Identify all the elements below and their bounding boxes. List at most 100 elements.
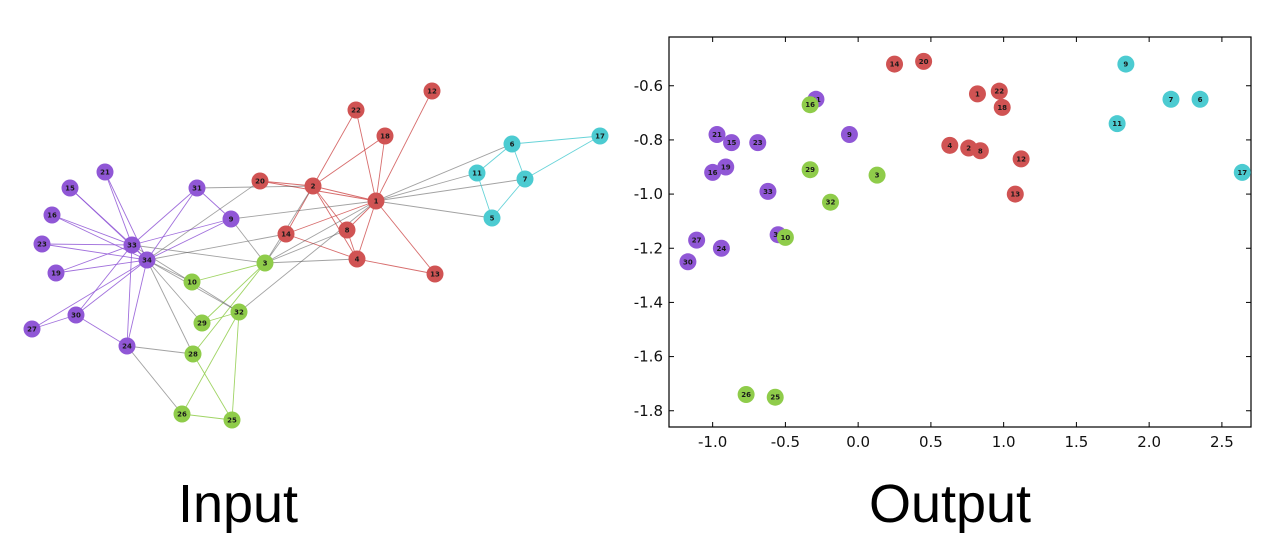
graph-edge-19-34 (55, 259, 148, 274)
scatter-point-17: 17 (1233, 163, 1251, 181)
scatter-point-27: 27 (688, 231, 706, 249)
graph-edge-1-9 (230, 200, 377, 220)
scatter-point-marker (717, 158, 735, 176)
scatter-point-marker (737, 386, 755, 403)
graph-node-label: 24 (122, 343, 132, 351)
graph-node-24: 24 (118, 337, 136, 355)
scatter-point-26: 26 (737, 386, 755, 403)
scatter-point-33: 33 (759, 182, 777, 200)
graph-node-label: 3 (263, 260, 268, 268)
graph-node-33: 33 (123, 236, 141, 254)
scatter-point-label: 18 (997, 104, 1007, 112)
graph-node-5: 5 (483, 209, 501, 227)
x-tick-label: -0.5 (771, 433, 800, 451)
graph-edge-2-8 (312, 185, 348, 231)
scatter-point-15: 15 (723, 134, 741, 152)
y-tick-label: -1.8 (634, 402, 663, 420)
graph-node-26: 26 (173, 405, 191, 423)
graph-node-3: 3 (256, 254, 274, 272)
scatter-point-label: 1 (975, 90, 980, 98)
graph-node-17: 17 (591, 127, 609, 145)
graph-edge-4-13 (356, 258, 436, 275)
graph-node-marker (304, 177, 322, 195)
graph-edge-1-6 (375, 143, 513, 202)
graph-edge-9-34 (146, 218, 232, 261)
graph-edge-2-22 (312, 109, 357, 187)
scatter-point-label: 14 (890, 61, 900, 69)
graph-edge-1-2 (312, 185, 377, 202)
graph-node-label: 5 (490, 215, 495, 223)
graph-node-6: 6 (503, 135, 521, 153)
graph-edge-28-34 (146, 259, 194, 355)
graph-node-marker (277, 225, 295, 243)
graph-node-label: 32 (234, 309, 244, 317)
graph-node-marker (47, 264, 65, 282)
graph-edge-2-3 (264, 185, 314, 264)
scatter-point-10: 10 (776, 228, 794, 246)
graph-node-marker (516, 170, 534, 188)
scatter-point-marker (840, 126, 858, 143)
graph-node-16: 16 (43, 206, 61, 224)
scatter-point-marker (723, 134, 741, 152)
scatter-point-16: 16 (704, 163, 722, 181)
scatter-point-18: 18 (993, 98, 1011, 116)
graph-node-marker (173, 405, 191, 423)
graph-node-label: 20 (255, 178, 265, 186)
scatter-point-label: 30 (683, 258, 693, 266)
graph-node-label: 16 (47, 212, 57, 220)
scatter-plot: -1.0 -0.5 0.0 0.5 1.0 1.5 2.0 2.5 -0.6 -0.8 -1.0 -1… (634, 36, 1252, 451)
graph-node-15: 15 (61, 179, 79, 197)
graph-edge-2-20 (259, 180, 314, 187)
graph-node-marker (426, 265, 444, 283)
graph-edge-31-34 (146, 187, 198, 261)
graph-edge-2-18 (312, 135, 386, 187)
graph-node-marker (138, 251, 156, 269)
graph-edge-1-18 (375, 135, 386, 202)
graph-node-9: 9 (222, 210, 240, 228)
graph-node-label: 4 (355, 256, 360, 264)
graph-edge-24-26 (126, 345, 183, 415)
graph-node-12: 12 (423, 82, 441, 100)
graph-node-label: 29 (197, 320, 207, 328)
graph-node-marker (423, 82, 441, 100)
scatter-point-marker (749, 134, 767, 152)
graph-edge-25-28 (192, 353, 233, 421)
graph-node-31: 31 (188, 179, 206, 197)
graph-edge-27-34 (31, 259, 148, 330)
graph-edge-3-33 (131, 244, 266, 264)
y-tick-label: -0.8 (634, 131, 663, 149)
graph-node-14: 14 (277, 225, 295, 243)
x-tick-label: 0.5 (919, 433, 943, 451)
graph-node-1: 1 (367, 192, 385, 210)
graph-edge-25-32 (231, 311, 240, 421)
graph-edge-23-34 (41, 243, 148, 261)
scatter-point-label: 9 (847, 131, 852, 139)
graph-node-label: 6 (510, 141, 515, 149)
graph-node-marker (61, 179, 79, 197)
scatter-point-12: 12 (1012, 150, 1030, 168)
scatter-point-label: 2 (966, 145, 971, 153)
graph-node-label: 33 (127, 242, 137, 250)
scatter-point-marker (776, 228, 794, 246)
scatter-point-24: 24 (712, 239, 730, 257)
graph-node-22: 22 (347, 101, 365, 119)
plot-points: 1420122184281213976111731169211523191629… (679, 52, 1251, 406)
graph-node-29: 29 (193, 314, 211, 332)
graph-edge-1-11 (375, 172, 478, 202)
scatter-point-marker (712, 239, 730, 257)
scatter-point-label: 10 (781, 234, 791, 242)
graph-node-label: 34 (142, 257, 152, 265)
graph-edge-4-14 (285, 233, 358, 260)
graph-node-label: 27 (27, 326, 37, 334)
graph-edge-1-4 (356, 200, 377, 260)
scatter-point-label: 13 (1010, 191, 1020, 199)
scatter-point-13: 13 (1006, 185, 1024, 203)
scatter-point-23: 23 (749, 134, 767, 152)
scatter-point-label: 19 (721, 164, 731, 172)
scatter-point-marker (886, 55, 904, 73)
scatter-point-marker (688, 231, 706, 249)
graph-edge-1-32 (238, 200, 377, 313)
scatter-point-22: 22 (990, 82, 1008, 100)
graph-edge-1-13 (375, 200, 436, 275)
